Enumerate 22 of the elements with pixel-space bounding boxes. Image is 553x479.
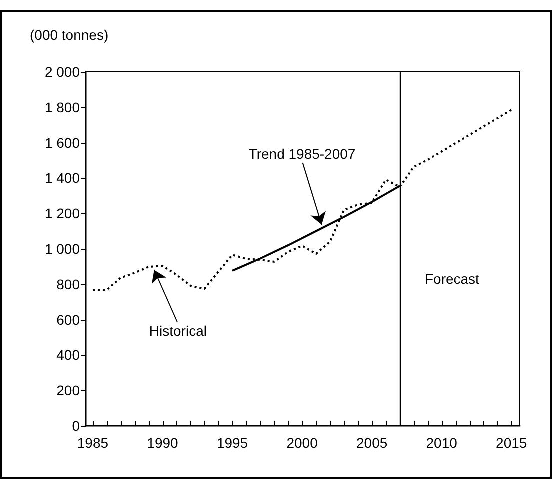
y-tick-label: 1 800 bbox=[44, 99, 80, 116]
y-tick-label: 800 bbox=[56, 276, 80, 292]
y-tick-label: 600 bbox=[56, 312, 80, 328]
x-tick-label: 2000 bbox=[286, 435, 318, 451]
y-tick-label: 200 bbox=[56, 382, 80, 399]
x-tick-label: 1990 bbox=[147, 435, 179, 451]
x-tick-label: 2005 bbox=[356, 435, 388, 451]
x-tick-label: 1995 bbox=[216, 435, 248, 451]
x-tick-label: 1985 bbox=[77, 435, 109, 451]
y-tick-label: 1 200 bbox=[44, 206, 80, 222]
annotation: Historical bbox=[149, 322, 207, 339]
ref-line-label: Forecast bbox=[424, 271, 480, 287]
y-tick-label: 0 bbox=[72, 418, 80, 434]
y-axis-title: (000 tonnes) bbox=[30, 27, 109, 43]
annotation: Trend 1985-2007 bbox=[248, 146, 356, 162]
y-tick-label: 1 400 bbox=[44, 170, 80, 186]
y-tick-label: 400 bbox=[56, 347, 80, 364]
y-tick-label: 1 600 bbox=[44, 134, 80, 151]
y-tick-label: 2 000 bbox=[44, 64, 80, 80]
x-tick-label: 2015 bbox=[496, 435, 528, 451]
y-tick-label: 1 000 bbox=[44, 241, 80, 257]
x-tick-label: 2010 bbox=[426, 435, 458, 451]
